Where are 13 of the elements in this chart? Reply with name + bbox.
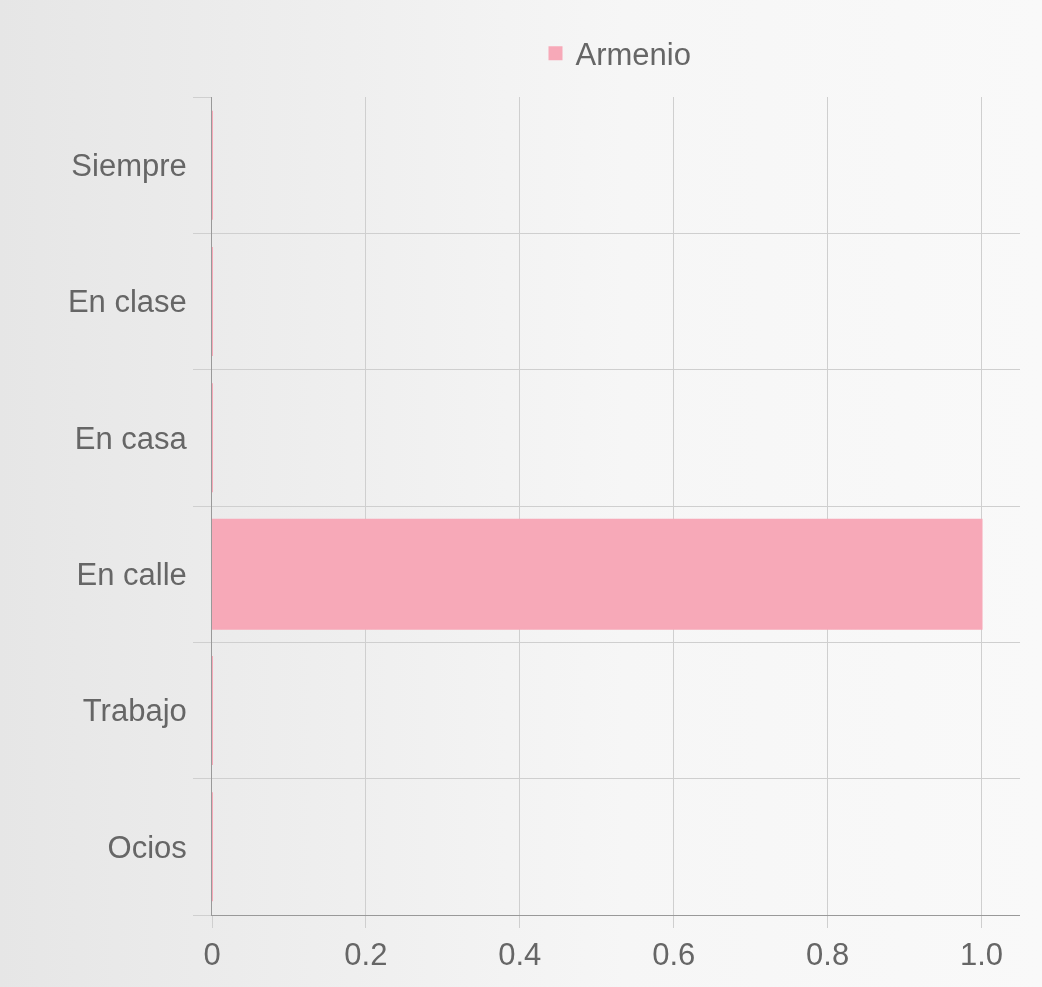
x-tick-label: 1.0 — [959, 937, 1004, 973]
x-tick-label: 0.4 — [498, 937, 542, 973]
y-tick-label: Ocios — [107, 829, 187, 865]
y-tick-label: Siempre — [71, 148, 187, 184]
y-tick-label: En calle — [76, 557, 187, 593]
x-tick-label: 0.8 — [806, 937, 850, 973]
x-tick-label: 0 — [203, 937, 221, 973]
y-tick-label: En clase — [67, 284, 187, 320]
y-tick-label: En casa — [74, 420, 188, 456]
x-tick-label: 0.6 — [652, 937, 696, 973]
x-tick-label: 0.2 — [344, 937, 388, 973]
y-tick-label: Trabajo — [82, 693, 187, 729]
legend-label: Armenio — [575, 37, 691, 73]
